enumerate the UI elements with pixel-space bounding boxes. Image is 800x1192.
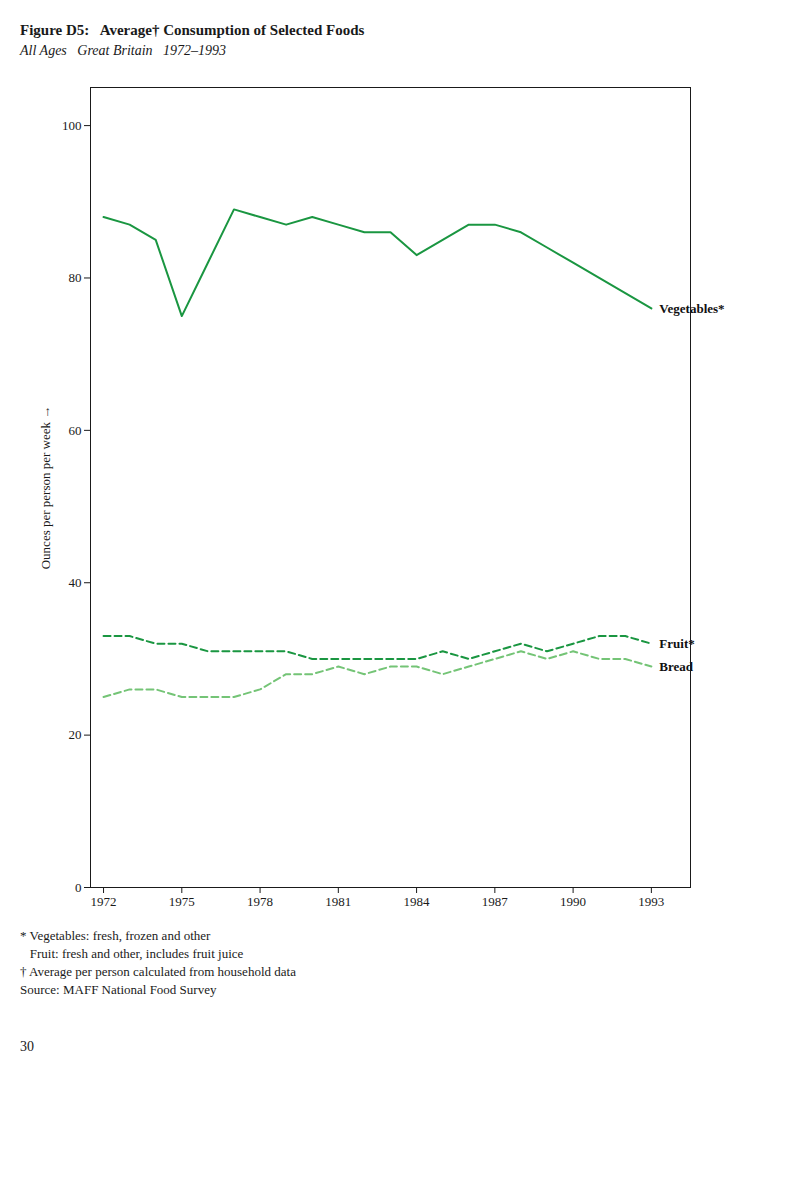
svg-text:1984: 1984 [404,894,431,909]
svg-text:20: 20 [69,727,82,742]
svg-text:1978: 1978 [247,894,273,909]
svg-text:60: 60 [69,423,82,438]
html-text:Figure D5: Average† Consumptio: Figure D5: Average† Consumption of Selec… [20,22,365,38]
html-text:* Vegetables: fresh, frozen an: * Vegetables: fresh, frozen and other [20,928,211,943]
svg-text:1993: 1993 [638,894,664,909]
html-text:† Average per person calculate: † Average per person calculated from hou… [20,964,296,979]
svg-text:0: 0 [75,880,82,895]
html-text:Source: MAFF National Food Sur: Source: MAFF National Food Survey [20,982,217,997]
html-text:Fruit: fresh and other, includ: Fruit: fresh and other, includes fruit j… [20,946,244,961]
svg-text:Ounces per person per week →: Ounces per person per week → [38,406,53,570]
svg-text:80: 80 [69,270,82,285]
svg-text:1990: 1990 [560,894,586,909]
svg-text:100: 100 [62,118,82,133]
svg-text:1972: 1972 [91,894,117,909]
html-text:30: 30 [20,1039,34,1054]
svg-text:1975: 1975 [169,894,195,909]
svg-text:1987: 1987 [482,894,509,909]
svg-text:40: 40 [69,575,82,590]
svg-text:Bread: Bread [659,659,693,674]
svg-text:Vegetables*: Vegetables* [659,301,724,316]
svg-text:1981: 1981 [325,894,351,909]
svg-text:Fruit*: Fruit* [659,636,694,651]
html-text:All Ages Great Britain 1972–19: All Ages Great Britain 1972–1993 [20,43,227,58]
